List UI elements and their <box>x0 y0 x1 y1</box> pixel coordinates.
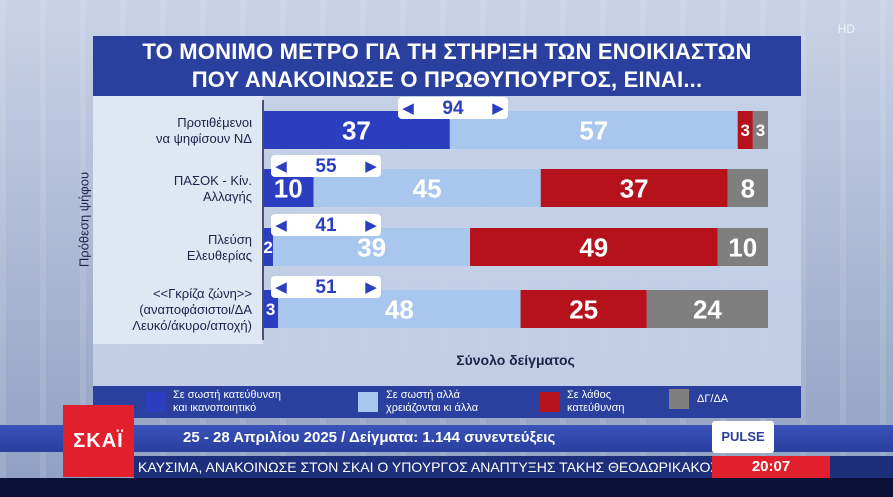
legend-item-wrong-direction: Σε λάθος κατεύθυνση <box>539 389 625 415</box>
data-label: 48 <box>385 294 414 324</box>
category-label: Ελευθερίας <box>187 248 252 263</box>
bar-segment <box>646 290 768 328</box>
bar-segment <box>520 290 647 328</box>
legend-swatch <box>358 392 378 412</box>
data-label: 2 <box>263 238 272 257</box>
total-badge <box>398 97 508 119</box>
data-label: 8 <box>741 173 755 203</box>
total-badge <box>271 276 381 298</box>
arrow-left-icon: ◀ <box>275 157 287 175</box>
category-label: Λευκό/άκυρο/αποχή) <box>132 318 252 333</box>
data-label: 10 <box>274 173 303 203</box>
category-label: (αναποφάσιστοι/ΔΑ <box>139 302 252 317</box>
x-axis-label: Σύνολο δείγματος <box>456 352 575 368</box>
data-label: 3 <box>741 121 750 140</box>
bottom-band <box>0 478 893 497</box>
category-label: <<Γκρίζα ζώνη>> <box>153 286 252 301</box>
legend-item-needs-more: Σε σωστή αλλά χρειάζονται κι άλλα <box>358 389 478 415</box>
legend-text: και ικανοποιητικό <box>173 402 257 414</box>
arrow-right-icon: ▶ <box>365 216 377 234</box>
data-label: 3 <box>756 121 765 140</box>
ticker-text: ΚΑΥΣΙΜΑ, ΑΝΑΚΟΙΝΩΣΕ ΣΤΟΝ ΣΚΑΙ Ο ΥΠΟΥΡΓΟΣ… <box>138 459 765 475</box>
total-value: 55 <box>315 156 337 177</box>
data-label: 25 <box>569 294 598 324</box>
legend-swatch <box>539 392 559 412</box>
chart-title: ΤΟ ΜΟΝΙΜΟ ΜΕΤΡΟ ΓΙΑ ΤΗ ΣΤΗΡΙΞΗ ΤΩΝ ΕΝΟΙΚ… <box>93 36 801 96</box>
legend-text: Σε σωστή αλλά <box>386 389 460 401</box>
bar-segment <box>717 228 768 266</box>
bar-segment <box>540 169 728 207</box>
hd-badge: HD <box>837 22 855 36</box>
category-label: ΠΑΣΟΚ - Κίν. <box>174 173 252 188</box>
bar-segment <box>470 228 718 266</box>
legend-swatch <box>145 392 165 412</box>
data-label: 24 <box>693 294 722 324</box>
total-value: 94 <box>442 98 464 119</box>
bar-segment <box>737 111 753 149</box>
data-label: 49 <box>579 232 608 262</box>
total-value: 41 <box>315 215 337 236</box>
data-label: 37 <box>620 173 649 203</box>
legend: Σε σωστή κατεύθυνση και ικανοποιητικό Σε … <box>93 386 801 418</box>
bar-segment <box>752 111 768 149</box>
clock: 20:07 <box>712 456 830 478</box>
legend-item-dk-na: ΔΓ/ΔΑ <box>669 389 728 409</box>
legend-item-right-direction: Σε σωστή κατεύθυνση και ικανοποιητικό <box>145 389 281 415</box>
skai-logo: ΣΚΑΪ <box>63 405 134 477</box>
arrow-right-icon: ▶ <box>365 157 377 175</box>
category-label: να ψηφίσουν ΝΔ <box>156 131 252 146</box>
category-column <box>93 96 263 344</box>
data-label: 10 <box>728 232 757 262</box>
category-label: Πλεύση <box>208 232 252 247</box>
data-label: 3 <box>266 300 275 319</box>
arrow-right-icon: ▶ <box>492 99 504 117</box>
legend-swatch <box>669 389 689 409</box>
total-value: 51 <box>315 277 337 298</box>
bar-segment <box>263 228 274 266</box>
title-line-2: ΠΟΥ ΑΝΑΚΟΙΝΩΣΕ Ο ΠΡΩΘΥΠΟΥΡΓΟΣ, ΕΙΝΑΙ... <box>191 67 703 92</box>
bar-segment <box>263 290 279 328</box>
arrow-left-icon: ◀ <box>275 278 287 296</box>
legend-text: χρειάζονται κι άλλα <box>386 402 479 414</box>
legend-text: Σε λάθος <box>567 389 611 401</box>
category-label: Προτιθέμενοι <box>177 115 252 130</box>
total-badge <box>271 214 381 236</box>
legend-text: κατεύθυνση <box>567 402 625 414</box>
data-label: 57 <box>579 115 608 145</box>
bar-segment <box>727 169 768 207</box>
legend-text: Σε σωστή κατεύθυνση <box>173 389 281 401</box>
arrow-left-icon: ◀ <box>275 216 287 234</box>
total-badge <box>271 155 381 177</box>
survey-info-text: 25 - 28 Απριλίου 2025 / Δείγματα: 1.144 … <box>183 429 556 446</box>
title-line-1: ΤΟ ΜΟΝΙΜΟ ΜΕΤΡΟ ΓΙΑ ΤΗ ΣΤΗΡΙΞΗ ΤΩΝ ΕΝΟΙΚ… <box>142 39 752 64</box>
news-ticker: ΚΑΥΣΙΜΑ, ΑΝΑΚΟΙΝΩΣΕ ΣΤΟΝ ΣΚΑΙ Ο ΥΠΟΥΡΓΟΣ… <box>134 456 893 478</box>
category-label: Αλλαγής <box>203 189 252 204</box>
pulse-logo: PULSE <box>712 421 774 453</box>
data-label: 39 <box>357 232 386 262</box>
arrow-left-icon: ◀ <box>402 99 414 117</box>
data-label: 37 <box>342 115 371 145</box>
legend-text: ΔΓ/ΔΑ <box>697 392 729 405</box>
arrow-right-icon: ▶ <box>365 278 377 296</box>
data-label: 45 <box>413 173 442 203</box>
